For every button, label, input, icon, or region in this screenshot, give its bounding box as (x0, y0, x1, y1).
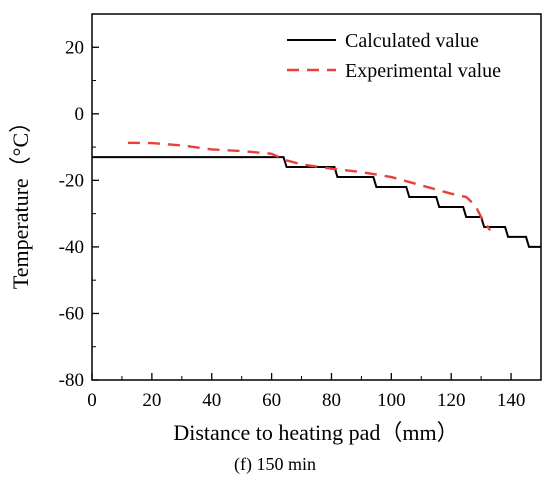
y-axis-title: Temperature（°C） (8, 111, 33, 289)
x-tick-label: 120 (437, 390, 466, 411)
series-layer (92, 141, 541, 248)
calculated-series-line (92, 156, 541, 248)
x-tick-label: 0 (87, 390, 97, 411)
figure-caption: (f) 150 min (234, 454, 316, 475)
y-axis: 20 0 -20 -40 -60 -80 (59, 37, 99, 391)
x-tick-label: 80 (322, 390, 341, 411)
y-tick-label: 0 (75, 104, 85, 125)
plot-border (91, 13, 542, 381)
x-tick-label: 20 (142, 390, 161, 411)
y-tick-label: 20 (65, 37, 84, 58)
plot-frame (91, 13, 542, 381)
legend-label: Calculated value (345, 30, 479, 52)
x-tick-label: 60 (262, 390, 281, 411)
y-tick-label: -80 (59, 370, 84, 391)
experimental-series-line (127, 141, 492, 231)
x-axis-title: Distance to heating pad（mm） (173, 420, 458, 445)
legend: Calculated value Experimental value (287, 30, 501, 82)
x-tick-label: 100 (377, 390, 406, 411)
x-tick-label: 140 (497, 390, 526, 411)
x-tick-label: 40 (202, 390, 221, 411)
x-axis: 0 20 40 60 80 100 120 140 (87, 373, 525, 411)
y-tick-label: -60 (59, 303, 84, 324)
legend-label: Experimental value (345, 60, 501, 82)
y-tick-label: -20 (59, 170, 84, 191)
y-tick-label: -40 (59, 237, 84, 258)
